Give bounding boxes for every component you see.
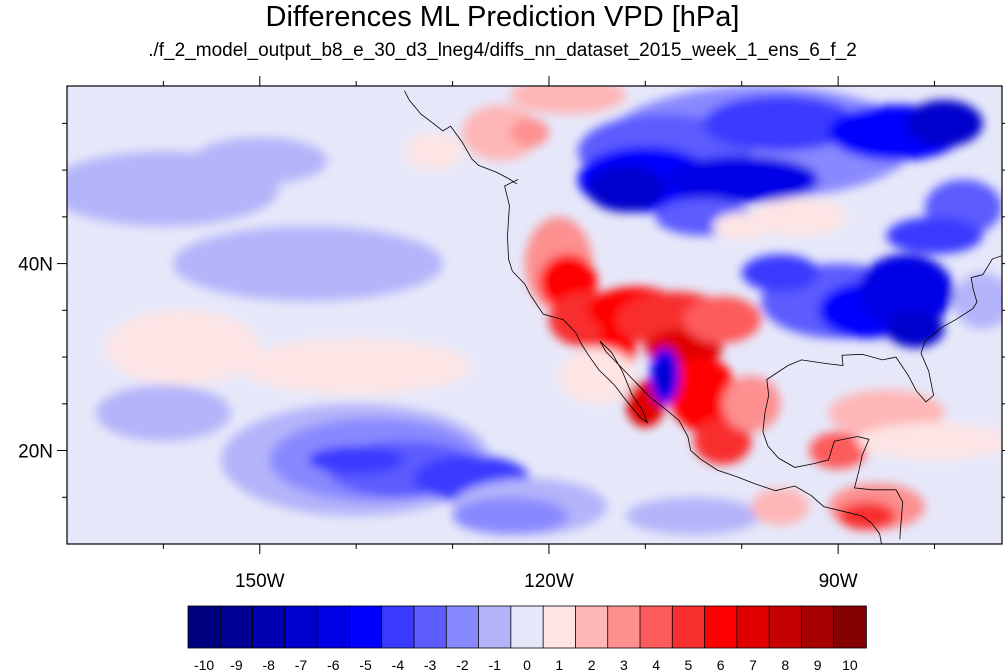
colorbar-swatch: [542, 605, 577, 649]
colorbar-label: -5: [359, 657, 372, 672]
field-blob-9: [308, 445, 405, 474]
colorbar-label: 7: [749, 657, 757, 672]
field-blob-30: [857, 254, 954, 329]
colorbar-label: -4: [392, 657, 405, 672]
colorbar-swatch: [381, 605, 415, 649]
colorbar-label: -10: [194, 657, 214, 672]
field-blob-51: [838, 502, 896, 530]
colorbar-swatch: [478, 605, 512, 649]
colorbar-swatch: [639, 605, 674, 649]
field-blob-31: [886, 310, 945, 348]
colorbar-swatch: [445, 605, 480, 649]
field-blob-22: [587, 165, 665, 213]
colorbar-label: 1: [555, 657, 563, 672]
colorbar-swatch: [219, 605, 254, 649]
colorbar-swatch: [349, 605, 383, 649]
colorbar-label: -6: [327, 657, 340, 672]
field-blob-35: [751, 198, 848, 236]
colorbar-swatch: [413, 605, 448, 649]
x-tick-label: 120W: [524, 571, 574, 592]
colorbar-label: 4: [652, 657, 660, 672]
colorbar-swatch: [736, 605, 770, 649]
field-blob-4: [240, 338, 472, 395]
map-title: Differences ML Prediction VPD [hPa]: [265, 1, 740, 33]
colorbar-label: -7: [295, 657, 308, 672]
field-blob-20: [703, 95, 858, 152]
field-blob-23: [664, 156, 819, 203]
colorbar-label: 8: [781, 657, 789, 672]
map-subtitle: ./f_2_model_output_b8_e_30_d3_lneg4/diff…: [148, 40, 857, 61]
field-blob-57: [656, 357, 673, 395]
colorbar-swatch: [187, 605, 222, 649]
field-blob-14: [462, 104, 540, 161]
field-blob-49: [809, 431, 867, 470]
colorbar-swatch: [704, 605, 738, 649]
colorbar-label: -2: [456, 657, 469, 672]
coastline-layer: [404, 90, 1002, 544]
coastline-3: [404, 90, 518, 185]
colorbar-swatch: [252, 605, 286, 649]
field-blob-1: [173, 226, 443, 301]
x-tick-label: 90W: [819, 571, 858, 592]
colorbar-label: 2: [588, 657, 596, 672]
y-tick-label: 40N: [18, 255, 53, 276]
field-blob-13: [626, 497, 761, 535]
field-blob-54: [857, 422, 1002, 460]
coastline-1: [766, 255, 1002, 403]
colorbar-label: 10: [842, 657, 858, 672]
colorbar-label: -9: [230, 657, 243, 672]
field-blob-52: [751, 487, 810, 526]
field-blob-47: [722, 375, 781, 432]
field-blob-32: [741, 254, 819, 292]
x-tick-label: 150W: [235, 571, 285, 592]
colorbar: -10 -9 -8 -7 -6 -5 -4 -3 -2 -1 0 1 2 3 4 5 6 7 8 9 10: [187, 605, 867, 672]
colorbar-swatch: [768, 605, 803, 649]
colorbar-swatch: [671, 605, 706, 649]
colorbar-swatch: [801, 605, 835, 649]
field-blob-25: [905, 100, 983, 147]
colorbar-label: 9: [814, 657, 822, 672]
field-blob-17: [510, 86, 626, 114]
colorbar-label: 0: [523, 657, 531, 672]
colorbar-swatch: [575, 605, 609, 649]
field-blob-12: [452, 497, 569, 535]
field-blob-16: [404, 132, 463, 171]
colorbar-label: -1: [488, 657, 501, 672]
field-blob-5: [95, 385, 231, 442]
plot-frame: [66, 85, 1003, 545]
colorbar-label: -8: [262, 657, 275, 672]
colorbar-label: 3: [620, 657, 628, 672]
colorbar-label: -3: [424, 657, 437, 672]
colorbar-swatch: [510, 605, 544, 649]
colorbar-label: 5: [685, 657, 693, 672]
field-blob-3: [105, 310, 260, 386]
field-blob-46: [693, 417, 752, 465]
coastline-0: [504, 179, 882, 544]
colorbar-swatch: [284, 605, 318, 649]
field-blob-2: [192, 137, 328, 185]
axis-tick-labels: 150W 120W 90W 20N 40N: [18, 255, 858, 592]
field-blob-27: [886, 216, 983, 255]
field-blob-45: [669, 357, 737, 432]
colorbar-swatch: [316, 605, 351, 649]
coastline-2: [762, 395, 904, 540]
field-blob-15: [510, 118, 549, 147]
colorbar-swatch: [833, 605, 867, 649]
colorbar-swatch: [607, 605, 641, 649]
field-layer: [67, 86, 1002, 535]
field-blob-44: [683, 296, 762, 344]
y-tick-label: 20N: [18, 442, 53, 463]
colorbar-label: 6: [717, 657, 725, 672]
field-blob-36: [953, 273, 1002, 329]
